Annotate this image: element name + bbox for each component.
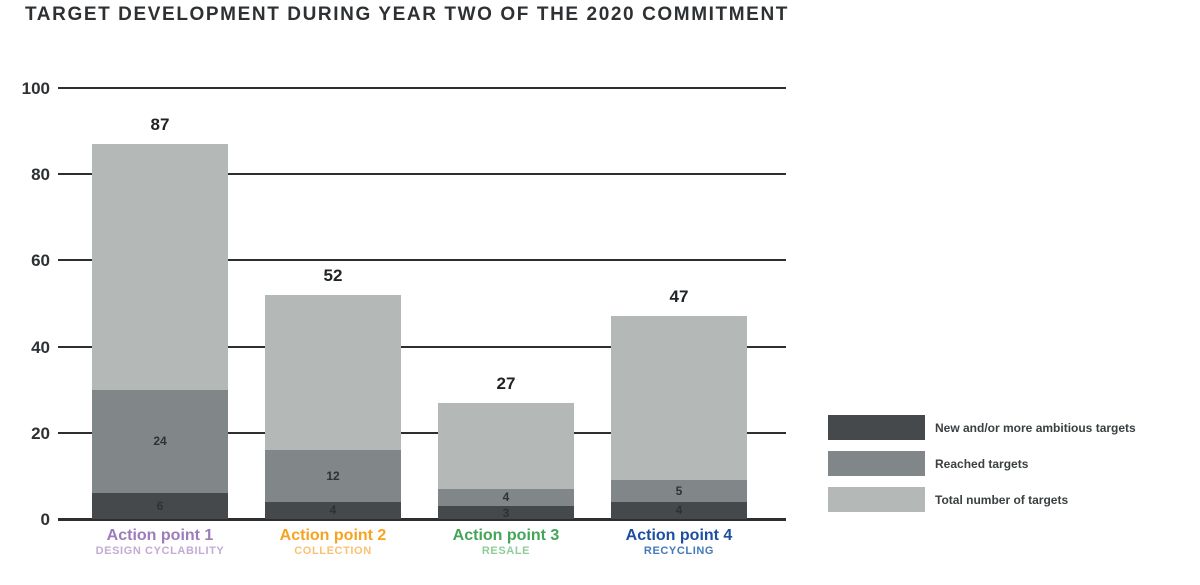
y-axis-tick-label: 0	[40, 510, 50, 529]
legend-item: New and/or more ambitious targets	[828, 415, 1136, 440]
x-axis-category-label: Action point 3 RESALE	[406, 527, 606, 559]
legend-label: Reached targets	[935, 456, 1029, 471]
x-axis-label-sub: RECYCLING	[643, 545, 715, 558]
bar-total-label: 87	[150, 115, 170, 135]
bar-segment-new-targets: 4	[265, 501, 401, 519]
x-axis-label-main: Action point 3	[452, 527, 560, 544]
gridline-100	[58, 87, 786, 89]
bar-segment-reached-targets: 4	[438, 488, 574, 507]
segment-value-label: 4	[502, 490, 510, 505]
chart-title: TARGET DEVELOPMENT DURING YEAR TWO OF TH…	[25, 4, 789, 25]
gridline-80	[58, 173, 786, 176]
segment-value-label: 6	[156, 499, 164, 514]
legend-swatch-reached-targets	[828, 451, 925, 476]
legend-label: New and/or more ambitious targets	[935, 420, 1136, 435]
y-axis-tick-label: 40	[31, 337, 50, 357]
bar-total-label: 47	[669, 287, 689, 307]
bar-segment-reached-targets: 24	[92, 389, 228, 494]
gridline-40	[58, 345, 786, 348]
bar-segment-reached-targets: 5	[611, 480, 747, 502]
legend-item: Reached targets	[828, 451, 1136, 476]
bar-segment-new-targets: 6	[92, 493, 228, 519]
y-axis-tick-label: 80	[31, 165, 50, 185]
legend-swatch-total-targets	[828, 487, 925, 512]
x-axis-category-label: Action point 2 COLLECTION	[233, 527, 433, 559]
y-axis-tick-label: 100	[21, 79, 50, 98]
segment-value-label: 12	[326, 468, 340, 483]
x-axis-label-main: Action point 4	[625, 527, 733, 544]
bar-segment-reached-targets: 12	[265, 450, 401, 502]
segment-value-label: 5	[675, 483, 683, 498]
x-axis-label-main: Action point 1	[106, 527, 214, 544]
bar-group: 24 6	[92, 144, 228, 519]
bar-total-label: 52	[323, 265, 343, 285]
bar-total-label: 27	[496, 373, 516, 393]
bar-group: 12 4	[265, 294, 401, 519]
gridline-20	[58, 431, 786, 434]
bar-segment-new-targets: 4	[611, 501, 747, 519]
bar-segment-new-targets: 3	[438, 506, 574, 519]
gridline-60	[58, 259, 786, 262]
legend-item: Total number of targets	[828, 487, 1136, 512]
legend: New and/or more ambitious targets Reache…	[828, 415, 1136, 523]
segment-value-label: 3	[502, 505, 510, 520]
gridline-0	[58, 518, 786, 521]
x-axis-category-label: Action point 1 DESIGN CYCLABILITY	[60, 527, 260, 559]
x-axis-label-sub: COLLECTION	[294, 545, 372, 558]
legend-label: Total number of targets	[935, 492, 1069, 507]
y-axis-tick-label: 60	[31, 251, 50, 271]
segment-value-label: 24	[153, 434, 167, 449]
legend-swatch-new-targets	[828, 415, 925, 440]
x-axis-label-main: Action point 2	[279, 527, 387, 544]
y-axis-tick-label: 20	[31, 423, 50, 443]
x-axis-label-sub: RESALE	[481, 545, 531, 558]
segment-value-label: 4	[329, 503, 337, 518]
x-axis-label-sub: DESIGN CYCLABILITY	[95, 545, 225, 558]
x-axis-category-label: Action point 4 RECYCLING	[579, 527, 779, 559]
segment-value-label: 4	[675, 503, 683, 518]
